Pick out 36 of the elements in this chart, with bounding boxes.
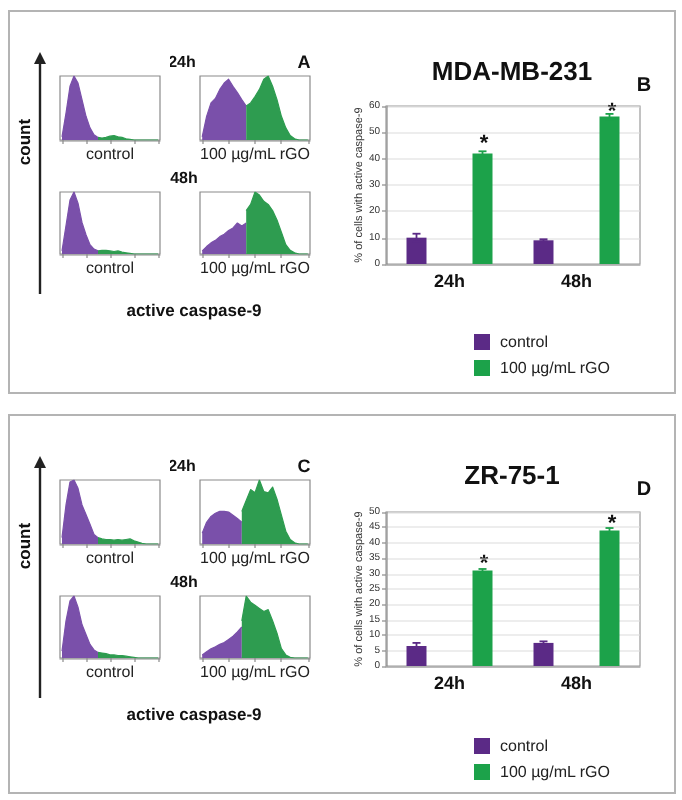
y-axis-title: count bbox=[14, 522, 34, 570]
text: A bbox=[297, 52, 312, 72]
bar bbox=[406, 237, 427, 264]
text: D bbox=[636, 479, 652, 501]
chart-title: ZR-75-1 bbox=[464, 460, 560, 490]
bar bbox=[533, 240, 554, 264]
bar bbox=[599, 530, 620, 666]
text: active caspase-9 bbox=[126, 703, 262, 724]
annotation: * bbox=[479, 552, 490, 576]
chart-title: MDA-MB-231 bbox=[431, 56, 593, 86]
x-axis-title: 100 µg/mL rGO bbox=[200, 663, 310, 681]
legend-label: 100 µg/mL rGO bbox=[500, 359, 610, 377]
legend-label: 100 µg/mL rGO bbox=[500, 763, 610, 781]
annotation: * bbox=[607, 100, 618, 124]
text: C bbox=[297, 456, 312, 476]
legend-label: control bbox=[500, 333, 549, 351]
bar bbox=[406, 645, 427, 666]
x-axis-title: 100 µg/mL rGO bbox=[200, 259, 310, 277]
y-axis-title: count bbox=[14, 118, 34, 166]
annotation: * bbox=[607, 512, 618, 536]
text: B bbox=[636, 75, 652, 97]
x-axis-title: control bbox=[85, 259, 135, 277]
annotation: * bbox=[479, 132, 490, 156]
x-axis-title: 100 µg/mL rGO bbox=[200, 549, 310, 567]
chart-title: 48h bbox=[170, 169, 198, 187]
x-axis-title: 100 µg/mL rGO bbox=[200, 145, 310, 163]
bar bbox=[599, 116, 620, 264]
chart-title: 48h bbox=[170, 573, 198, 591]
bar bbox=[533, 642, 554, 666]
bar bbox=[472, 570, 493, 666]
text: active caspase-9 bbox=[126, 299, 262, 320]
x-axis-title: control bbox=[85, 145, 135, 163]
x-axis-title: control bbox=[85, 663, 135, 681]
legend-label: control bbox=[500, 737, 549, 755]
bar bbox=[472, 153, 493, 264]
x-axis-title: control bbox=[85, 549, 135, 567]
